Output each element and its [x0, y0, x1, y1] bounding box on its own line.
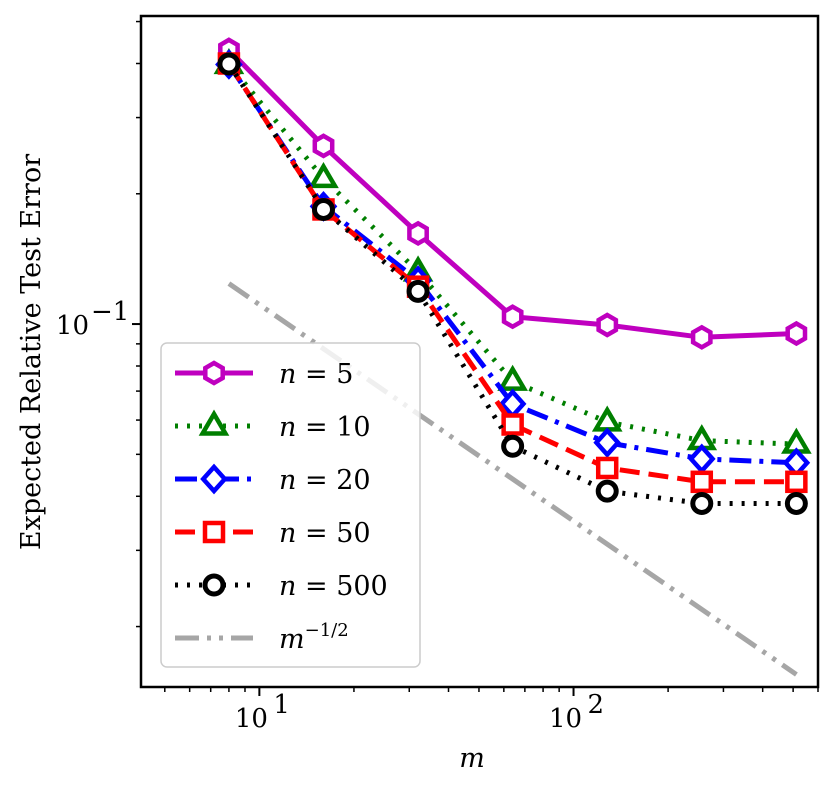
data-point-s3-5: [690, 470, 714, 494]
legend-label-3: n = 50: [279, 518, 371, 549]
axes: 10 1 10 210 −1: [56, 14, 820, 734]
data-point-s0-3: [501, 304, 524, 330]
legend-label-prefix: m: [279, 624, 305, 655]
data-point-s3-4: [595, 456, 619, 480]
data-point-s3-3: [501, 413, 524, 436]
data-point-s0-5: [690, 324, 713, 350]
legend-label-prefix: n =: [279, 359, 336, 390]
data-point-s2-4: [593, 427, 622, 459]
legend-label-value: 50: [336, 518, 370, 549]
data-point-s4-2: [406, 279, 430, 303]
legend-label-prefix: n =: [279, 518, 336, 549]
legend-label-0: n = 5: [279, 359, 353, 390]
x-tick-label: 10: [549, 704, 582, 734]
data-point-s4-4: [595, 479, 619, 503]
legend-label-sup: −1/2: [305, 620, 349, 641]
legend-marker-4: [202, 573, 226, 597]
legend-marker-1: [198, 409, 230, 436]
y-tick-label: 10: [56, 311, 89, 341]
legend-entry-3: n = 50: [175, 518, 371, 549]
legend-entry-2: n = 20: [175, 463, 371, 496]
legend-entry-4: n = 500: [175, 571, 388, 602]
legend-label-2: n = 20: [279, 465, 371, 496]
legend-marker-3: [202, 520, 226, 544]
data-point-s4-5: [690, 491, 714, 515]
x-tick-label: 10: [235, 704, 268, 734]
legend-label-prefix: n =: [279, 465, 336, 496]
legend-label-value: 5: [336, 359, 353, 390]
legend-entry-5: m−1/2: [175, 620, 349, 655]
x-tick-exponent: 1: [273, 690, 290, 720]
y-tick-exponent: −1: [91, 297, 129, 327]
data-point-s4-3: [501, 434, 525, 458]
data-point-s0-2: [407, 220, 429, 246]
legend-label-1: n = 10: [279, 412, 371, 443]
data-point-s0-4: [596, 312, 619, 338]
legend-entry-1: n = 10: [175, 409, 371, 443]
legend-box: [160, 342, 421, 668]
legend-label-prefix: n =: [279, 571, 336, 602]
legend-marker-0: [203, 360, 225, 386]
legend-label-value: 500: [336, 571, 388, 602]
data-point-s4-6: [784, 491, 808, 515]
data-point-s4-0: [217, 52, 241, 76]
legend-label-prefix: n =: [279, 412, 336, 443]
data-point-s3-6: [785, 470, 808, 494]
x-tick-exponent: 2: [588, 690, 605, 720]
x-axis-label: m: [459, 743, 485, 774]
legend-label-4: n = 500: [279, 571, 388, 602]
data-point-s0-6: [785, 320, 808, 347]
legend-label-value: 10: [336, 412, 370, 443]
data-point-s0-1: [312, 133, 335, 159]
y-axis-label: Expected Relative Test Error: [16, 154, 47, 550]
data-point-s4-1: [311, 197, 335, 221]
series-4: [217, 52, 808, 515]
legend-marker-2: [200, 463, 228, 495]
data-point-s1-1: [308, 161, 339, 189]
legend-label-value: 20: [336, 465, 370, 496]
legend-entry-0: n = 5: [175, 359, 353, 390]
legend-label-5: m−1/2: [279, 620, 349, 655]
